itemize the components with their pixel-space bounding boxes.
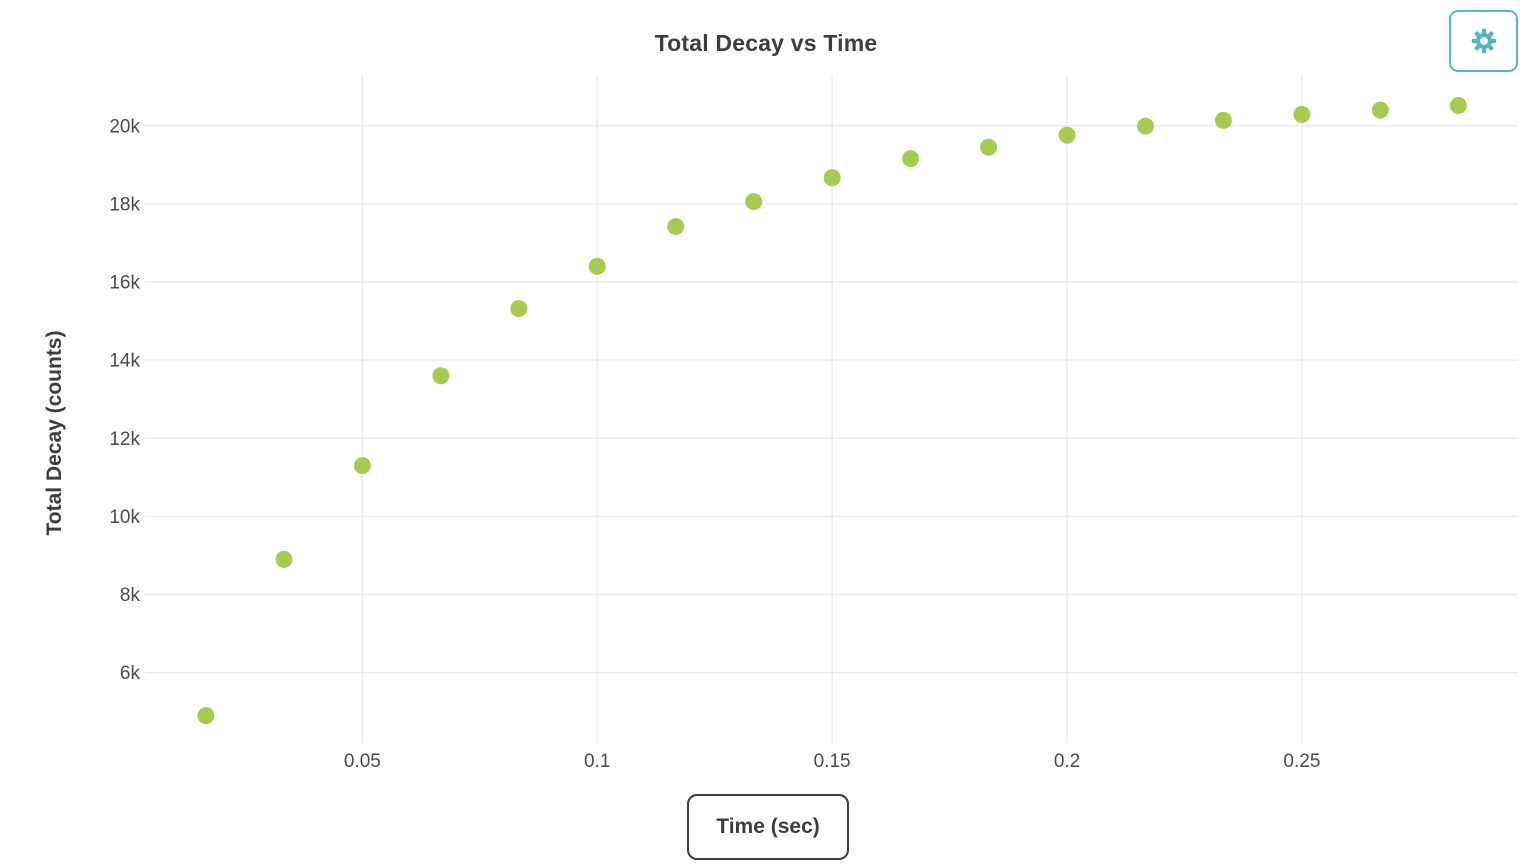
y-tick-label: 10k	[109, 507, 140, 528]
data-point[interactable]	[1449, 96, 1467, 114]
x-tick-label: 0.2	[1054, 751, 1080, 772]
data-point[interactable]	[1058, 126, 1076, 144]
data-point[interactable]	[197, 707, 215, 725]
data-point[interactable]	[588, 257, 606, 275]
data-point[interactable]	[1293, 105, 1311, 123]
y-axis-label: Total Decay (counts)	[43, 330, 66, 536]
data-point[interactable]	[510, 300, 528, 318]
x-tick-label: 0.15	[814, 751, 851, 772]
y-tick-label: 18k	[109, 194, 140, 215]
x-tick-label: 0.1	[584, 751, 610, 772]
data-point[interactable]	[902, 150, 920, 168]
y-tick-label: 12k	[109, 429, 140, 450]
data-point[interactable]	[432, 367, 450, 385]
graph-settings-button[interactable]	[1449, 10, 1518, 72]
chart-title: Total Decay vs Time	[654, 30, 878, 56]
x-tick-label: 0.05	[344, 751, 381, 772]
data-point[interactable]	[667, 218, 685, 236]
y-tick-label: 8k	[120, 585, 141, 606]
gear-icon	[1471, 28, 1496, 54]
data-point[interactable]	[980, 138, 998, 156]
data-point[interactable]	[1214, 111, 1232, 129]
data-point[interactable]	[353, 457, 371, 475]
y-tick-label: 6k	[120, 663, 141, 684]
data-point[interactable]	[275, 550, 293, 568]
data-point[interactable]	[1371, 101, 1389, 119]
y-tick-label: 14k	[109, 351, 140, 372]
y-tick-label: 20k	[109, 116, 140, 137]
x-tick-label: 0.25	[1283, 751, 1320, 772]
data-point[interactable]	[745, 193, 763, 211]
data-point[interactable]	[1136, 117, 1154, 135]
y-tick-label: 16k	[109, 273, 140, 294]
data-point[interactable]	[823, 169, 841, 187]
x-axis-label-button[interactable]: Time (sec)	[687, 794, 849, 860]
